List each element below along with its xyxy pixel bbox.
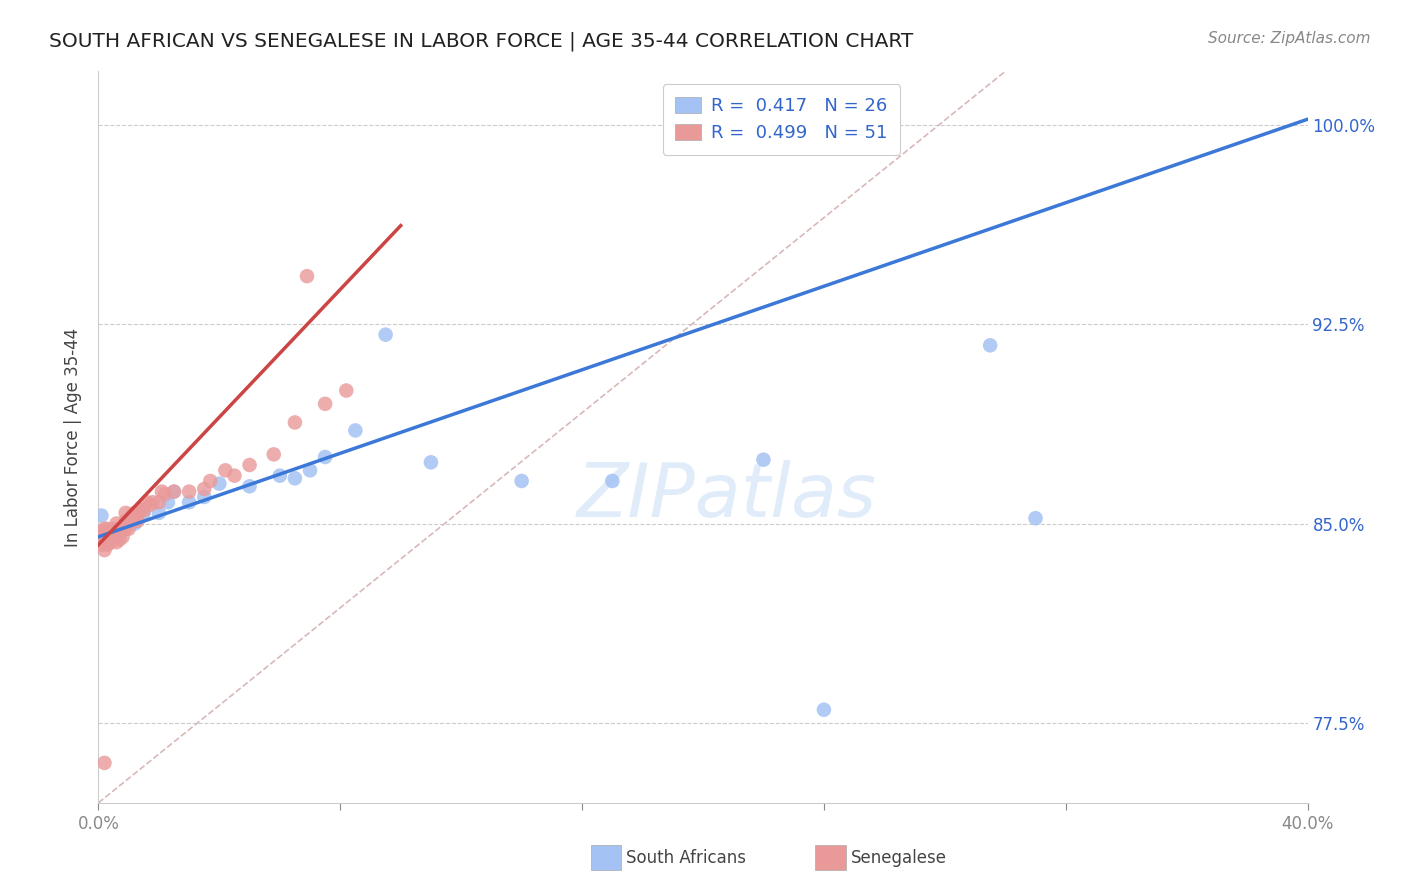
Point xyxy=(127,514,149,528)
Point xyxy=(127,506,149,520)
Point xyxy=(96,538,118,552)
Point xyxy=(284,416,307,430)
Point xyxy=(118,514,141,528)
Point xyxy=(96,522,118,536)
Point xyxy=(90,530,112,544)
Point xyxy=(118,522,141,536)
Text: Source: ZipAtlas.com: Source: ZipAtlas.com xyxy=(1208,31,1371,46)
Point xyxy=(93,543,115,558)
Point xyxy=(108,533,131,547)
Point xyxy=(420,455,443,469)
Point xyxy=(103,530,125,544)
Point xyxy=(148,495,170,509)
Point xyxy=(179,484,201,499)
Point xyxy=(90,508,112,523)
Point xyxy=(124,516,146,531)
Point xyxy=(142,495,165,509)
Point xyxy=(90,524,112,539)
Point xyxy=(263,447,285,461)
Point xyxy=(208,476,231,491)
Text: Senegalese: Senegalese xyxy=(851,849,946,867)
Legend: R =  0.417   N = 26, R =  0.499   N = 51: R = 0.417 N = 26, R = 0.499 N = 51 xyxy=(662,84,900,155)
Point xyxy=(118,514,141,528)
Point xyxy=(1024,511,1046,525)
Point xyxy=(374,327,396,342)
Point xyxy=(103,522,125,536)
Point xyxy=(114,506,136,520)
Point xyxy=(105,524,128,539)
Point xyxy=(239,458,262,472)
Point xyxy=(979,338,1001,352)
Point xyxy=(163,484,186,499)
Point xyxy=(93,535,115,549)
Point xyxy=(510,474,533,488)
Point xyxy=(156,495,179,509)
Point xyxy=(314,397,336,411)
Point xyxy=(132,503,155,517)
Text: South Africans: South Africans xyxy=(626,849,745,867)
Point xyxy=(93,522,115,536)
Point xyxy=(214,463,236,477)
Point xyxy=(111,530,134,544)
Point xyxy=(135,495,157,509)
Point xyxy=(269,468,291,483)
Point xyxy=(93,756,115,770)
Point xyxy=(114,514,136,528)
Point xyxy=(129,503,152,517)
Point xyxy=(344,424,367,438)
Text: SOUTH AFRICAN VS SENEGALESE IN LABOR FORCE | AGE 35-44 CORRELATION CHART: SOUTH AFRICAN VS SENEGALESE IN LABOR FOR… xyxy=(49,31,914,51)
Point xyxy=(132,506,155,520)
Point xyxy=(314,450,336,464)
Point xyxy=(193,482,215,496)
Point xyxy=(105,535,128,549)
Point xyxy=(153,487,176,501)
Point xyxy=(335,384,357,398)
Point xyxy=(284,471,307,485)
Point xyxy=(239,479,262,493)
Point xyxy=(90,538,112,552)
Point xyxy=(813,703,835,717)
Point xyxy=(752,452,775,467)
Point xyxy=(105,516,128,531)
Point xyxy=(200,474,222,488)
Point xyxy=(103,530,125,544)
Point xyxy=(96,530,118,544)
Point xyxy=(150,484,173,499)
Point xyxy=(602,474,624,488)
Point xyxy=(148,506,170,520)
Point xyxy=(124,514,146,528)
Point xyxy=(111,522,134,536)
Point xyxy=(163,484,186,499)
Point xyxy=(108,524,131,539)
Point xyxy=(193,490,215,504)
Point xyxy=(93,535,115,549)
Point xyxy=(100,524,122,539)
Point xyxy=(179,495,201,509)
Point xyxy=(299,463,322,477)
Point xyxy=(139,498,162,512)
Point xyxy=(224,468,246,483)
Point xyxy=(124,506,146,520)
Text: ZIPatlas: ZIPatlas xyxy=(576,459,877,532)
Y-axis label: In Labor Force | Age 35-44: In Labor Force | Age 35-44 xyxy=(65,327,83,547)
Point xyxy=(114,522,136,536)
Point xyxy=(121,508,143,523)
Point xyxy=(100,535,122,549)
Point xyxy=(295,269,318,284)
